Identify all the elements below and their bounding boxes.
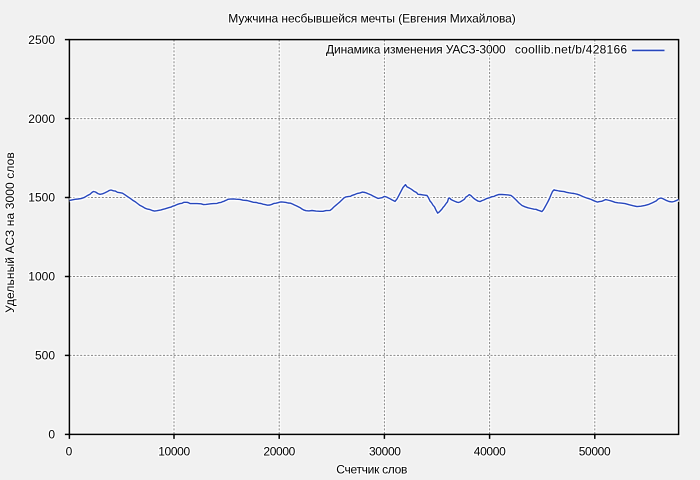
svg-text:0: 0 — [66, 444, 73, 458]
svg-text:Мужчина несбывшейся мечты (Евг: Мужчина несбывшейся мечты (Евгения Михай… — [228, 12, 515, 26]
svg-text:40000: 40000 — [474, 444, 506, 458]
svg-text:30000: 30000 — [369, 444, 401, 458]
svg-text:1500: 1500 — [28, 191, 55, 205]
svg-text:2000: 2000 — [28, 112, 55, 126]
svg-text:2500: 2500 — [28, 33, 55, 47]
svg-text:500: 500 — [35, 349, 55, 363]
svg-text:Счетчик слов: Счетчик слов — [336, 463, 407, 477]
svg-text:10000: 10000 — [158, 444, 190, 458]
svg-text:0: 0 — [48, 428, 55, 442]
svg-text:50000: 50000 — [579, 444, 611, 458]
svg-text:Удельный АСЗ на 3000 слов: Удельный АСЗ на 3000 слов — [3, 152, 17, 313]
svg-text:1000: 1000 — [28, 270, 55, 284]
svg-text:20000: 20000 — [263, 444, 295, 458]
